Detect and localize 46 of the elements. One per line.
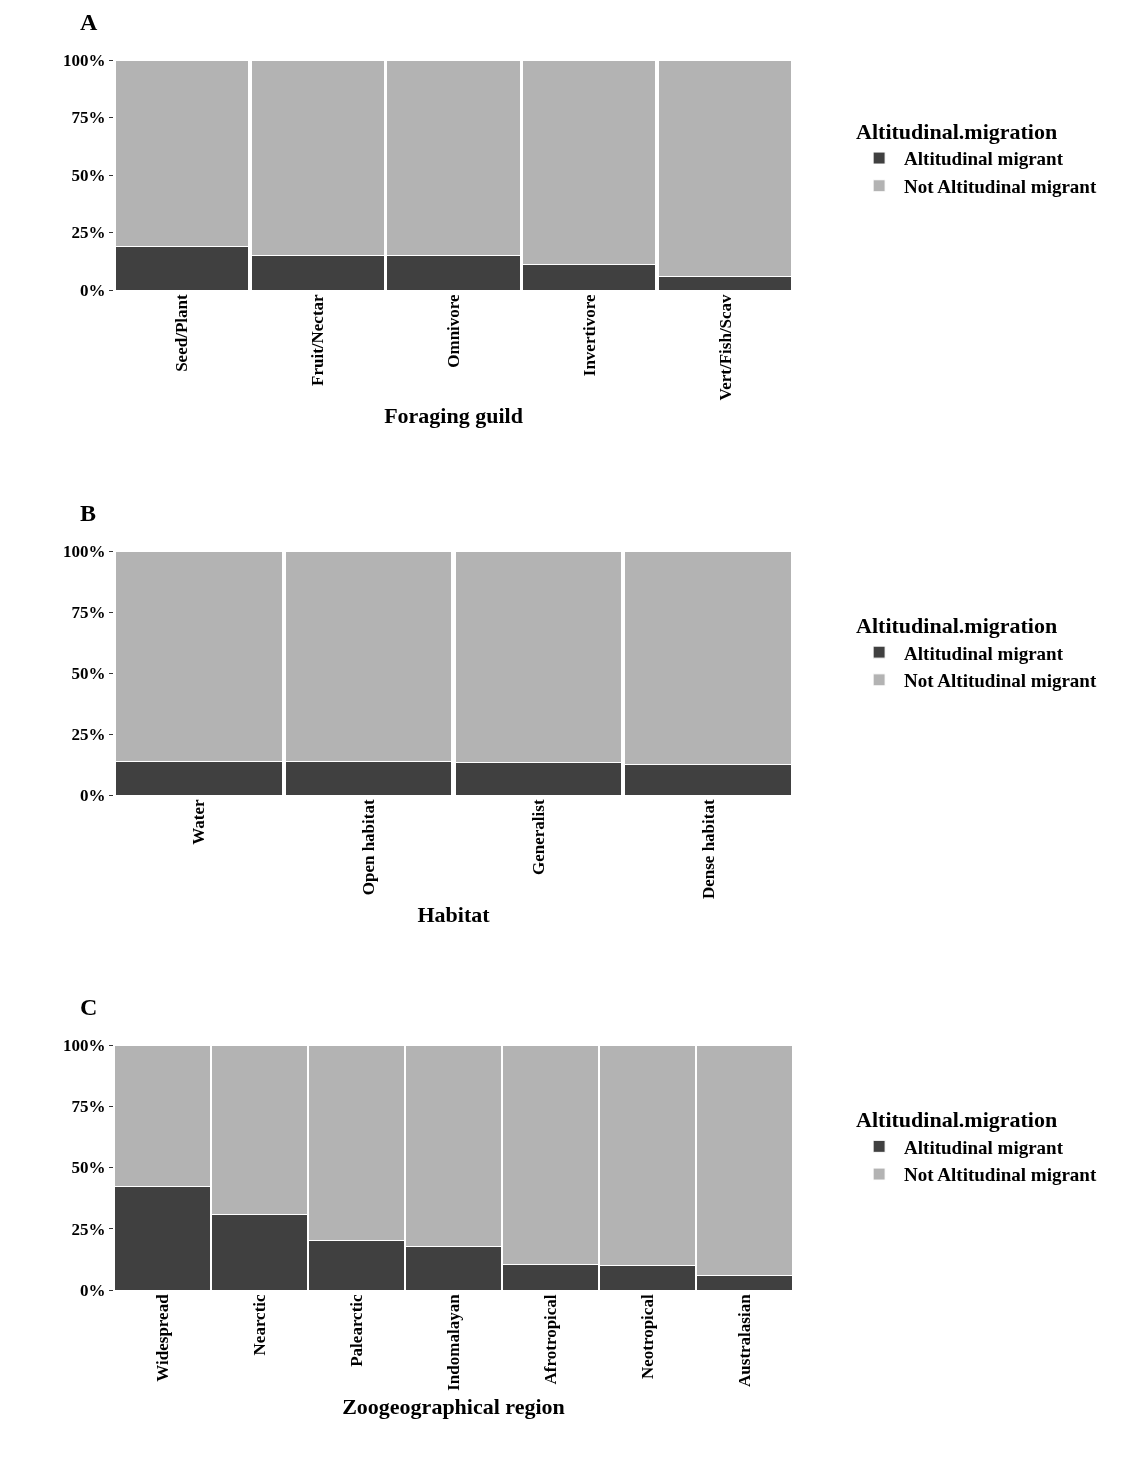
x-tick-label: Widespread <box>153 1293 173 1382</box>
x-tick-label: Afrotropical <box>541 1294 561 1385</box>
chart-title: A <box>80 9 98 36</box>
y-tick-label: 75% <box>71 1097 106 1117</box>
x-tick-label: Nearctic <box>250 1293 270 1356</box>
x-tick-label: Fruit/Nectar <box>308 293 328 386</box>
y-tick-label: 50% <box>71 165 106 185</box>
legend-label: Not Altitudinal migrant <box>904 670 1097 692</box>
x-axis-title: Habitat <box>417 901 491 927</box>
y-tick-label: 75% <box>71 108 106 128</box>
legend-label: Altitudinal migrant <box>904 1136 1064 1158</box>
x-axis-title: Foraging guild <box>384 403 523 429</box>
y-tick-label: 0% <box>80 1280 106 1300</box>
legend-title: Altitudinal.migration <box>856 613 1058 639</box>
y-tick-label: 50% <box>71 663 106 683</box>
chart-title: B <box>80 500 97 527</box>
x-tick-label: Vert/Fish/Scav <box>715 293 735 401</box>
x-tick-label: Dense habitat <box>698 799 718 900</box>
x-tick-label: Generalist <box>528 799 548 875</box>
x-tick-label: Open habitat <box>359 799 379 896</box>
legend-label: Altitudinal migrant <box>904 148 1064 170</box>
legend-label: Not Altitudinal migrant <box>904 176 1097 198</box>
chart-title: C <box>80 994 98 1021</box>
y-tick-label: 0% <box>80 280 106 300</box>
y-tick-label: 50% <box>71 1158 106 1178</box>
legend-label: Altitudinal migrant <box>904 642 1064 664</box>
y-tick-label: 100% <box>63 541 106 561</box>
y-tick-label: 0% <box>80 785 106 805</box>
y-tick-label: 75% <box>71 602 106 622</box>
x-tick-label: Omnivore <box>444 293 464 368</box>
y-tick-label: 100% <box>63 50 106 70</box>
x-tick-label: Neotropical <box>638 1294 658 1380</box>
y-tick-label: 100% <box>63 1035 106 1055</box>
x-tick-label: Indomalayan <box>444 1293 464 1391</box>
x-tick-label: Seed/Plant <box>172 294 192 372</box>
legend-title: Altitudinal.migration <box>856 1107 1058 1133</box>
x-tick-label: Water <box>189 798 209 845</box>
x-axis-title: Zoogeographical region <box>342 1393 565 1419</box>
legend-title: Altitudinal.migration <box>856 119 1058 145</box>
legend-label: Not Altitudinal migrant <box>904 1164 1097 1186</box>
x-tick-label: Palearctic <box>347 1293 367 1367</box>
x-tick-label: Australasian <box>735 1293 755 1387</box>
x-tick-label: Invertivore <box>579 293 599 377</box>
y-tick-label: 25% <box>71 1219 106 1239</box>
y-tick-label: 25% <box>71 223 106 243</box>
y-tick-label: 25% <box>71 724 106 744</box>
